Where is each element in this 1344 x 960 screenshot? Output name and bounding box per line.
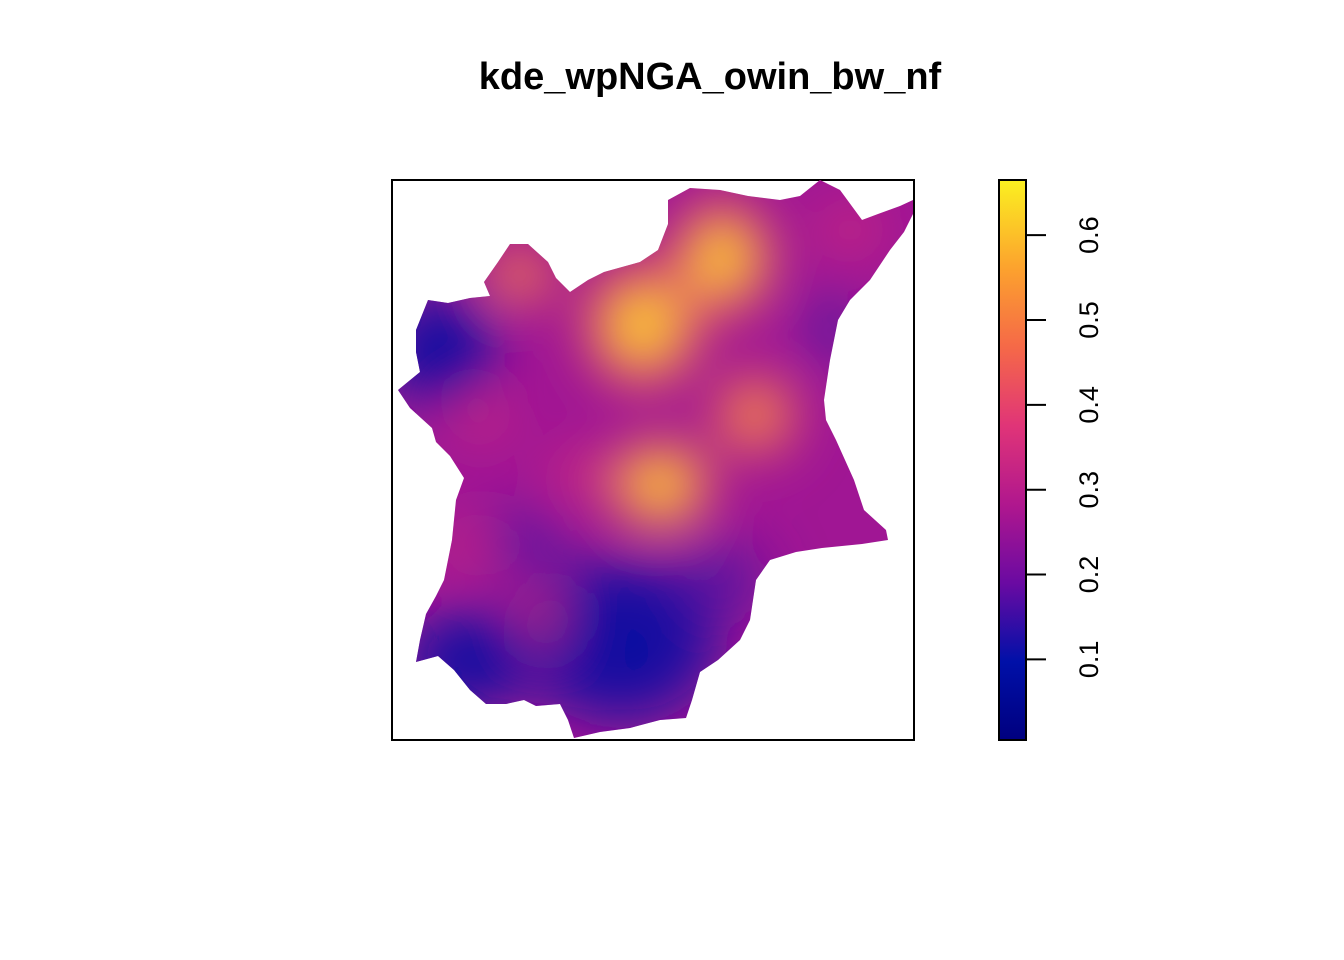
legend-tick-label: 0.1: [1074, 641, 1104, 679]
legend-tick-label: 0.3: [1074, 471, 1104, 509]
plot-title: kde_wpNGA_owin_bw_nf: [478, 56, 942, 98]
legend-tick-label: 0.5: [1074, 301, 1104, 339]
legend-tick-label: 0.6: [1074, 216, 1104, 254]
legend-color-bar: [998, 179, 1027, 741]
legend-tick-label: 0.4: [1074, 386, 1104, 424]
legend-ticks: 0.1 0.2 0.3 0.4 0.5 0.6: [1026, 216, 1104, 678]
legend-tick-label: 0.2: [1074, 556, 1104, 594]
